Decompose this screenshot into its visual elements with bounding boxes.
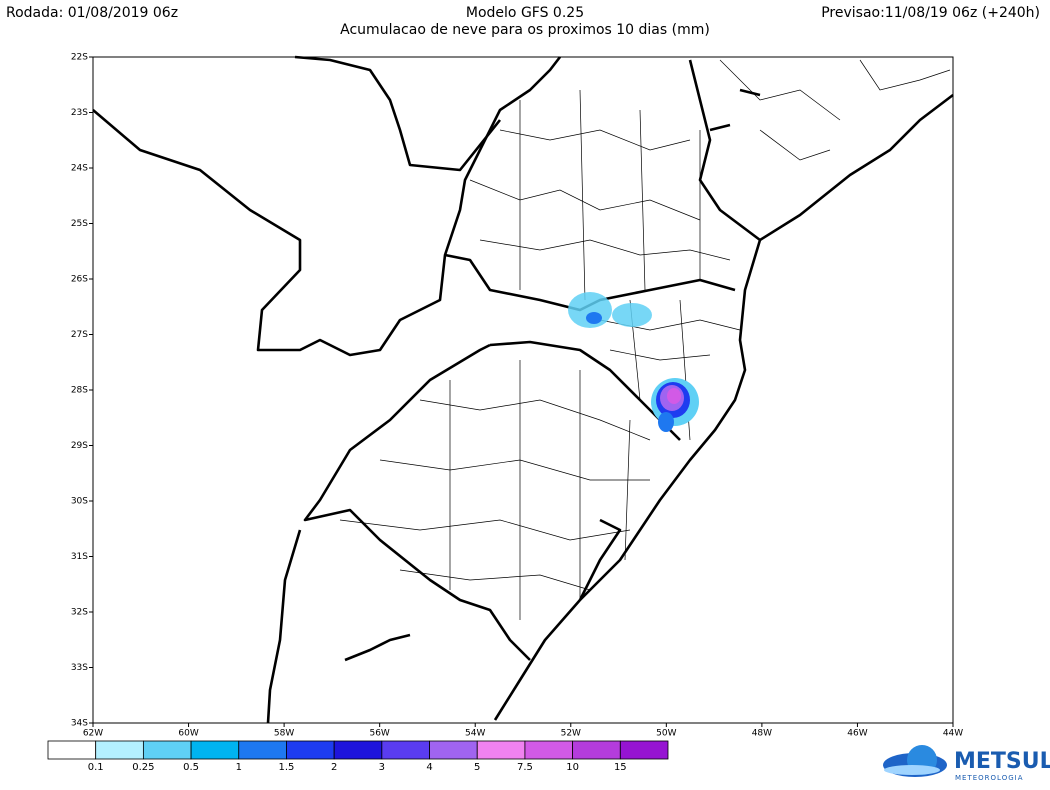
colorbar-box: [619, 740, 669, 760]
logo-ring: [884, 765, 940, 775]
lon-label: 44W: [943, 729, 963, 739]
lon-label: 48W: [752, 729, 772, 739]
lat-label: 25S: [71, 219, 88, 229]
lon-label: 60W: [178, 729, 198, 739]
lat-label: 31S: [71, 552, 88, 562]
colorbar-box: [238, 740, 287, 760]
colorbar-label: 15: [614, 762, 627, 773]
colorbar-label: 1: [236, 762, 242, 773]
logo-name: METSUL: [954, 749, 1050, 774]
logo: METSUL METEOROLOGIA: [883, 745, 1050, 782]
colorbar-box: [429, 740, 478, 760]
snow-areas: [568, 292, 699, 432]
run-label: Rodada: 01/08/2019 06z: [6, 5, 178, 21]
map-frame: [92, 56, 954, 724]
colorbar-label: 10: [566, 762, 579, 773]
lat-label: 30S: [71, 497, 88, 507]
lat-label: 23S: [71, 108, 88, 118]
borders: [92, 55, 954, 724]
colorbar-label: 4: [426, 762, 432, 773]
colorbar: 0.1 0.25 0.5 1 1.5 2 3 4 5 7.5 10 15: [47, 740, 669, 773]
snow-area: [586, 312, 602, 324]
colorbar-box: [142, 740, 192, 760]
lon-label: 56W: [369, 729, 389, 739]
axis-ticks: 22S23S24S25S26S27S28S29S30S31S32S33S34S6…: [71, 53, 963, 739]
lat-label: 22S: [71, 53, 88, 63]
lat-label: 33S: [71, 663, 88, 673]
title: Modelo GFS 0.25: [466, 5, 584, 21]
lon-label: 50W: [656, 729, 676, 739]
colorbar-box: [190, 740, 240, 760]
colorbar-box: [524, 740, 574, 760]
logo-tagline: METEOROLOGIA: [955, 774, 1023, 782]
subtitle: Acumulacao de neve para os proximos 10 d…: [340, 22, 710, 38]
municipal-lines: [339, 59, 951, 620]
colorbar-label: 0.25: [132, 762, 154, 773]
forecast-label: Previsao:11/08/19 06z (+240h): [821, 5, 1040, 21]
lon-label: 58W: [274, 729, 294, 739]
lon-label: 62W: [83, 729, 103, 739]
colorbar-box: [381, 740, 430, 760]
lat-label: 26S: [71, 275, 88, 285]
colorbar-label: 1.5: [279, 762, 295, 773]
lat-label: 32S: [71, 608, 88, 618]
lat-label: 29S: [71, 441, 88, 451]
colorbar-label: 7.5: [517, 762, 533, 773]
colorbar-label: 5: [474, 762, 480, 773]
snow-area: [667, 388, 681, 404]
lat-label: 34S: [71, 719, 88, 729]
lat-label: 24S: [71, 164, 88, 174]
lon-label: 54W: [465, 729, 485, 739]
colorbar-box: [47, 740, 97, 760]
map: 22S23S24S25S26S27S28S29S30S31S32S33S34S6…: [71, 53, 963, 739]
lat-label: 28S: [71, 386, 88, 396]
lon-label: 46W: [847, 729, 867, 739]
colorbar-label: 2: [331, 762, 337, 773]
colorbar-label: 0.5: [183, 762, 199, 773]
snow-area: [612, 303, 652, 327]
snow-area: [658, 412, 674, 432]
colorbar-box: [286, 740, 335, 760]
colorbar-box: [476, 740, 526, 760]
lat-label: 27S: [71, 330, 88, 340]
lon-label: 52W: [561, 729, 581, 739]
colorbar-box: [572, 740, 621, 760]
colorbar-box: [95, 740, 144, 760]
colorbar-label: 3: [379, 762, 385, 773]
colorbar-label: 0.1: [88, 762, 104, 773]
colorbar-box: [333, 740, 383, 760]
